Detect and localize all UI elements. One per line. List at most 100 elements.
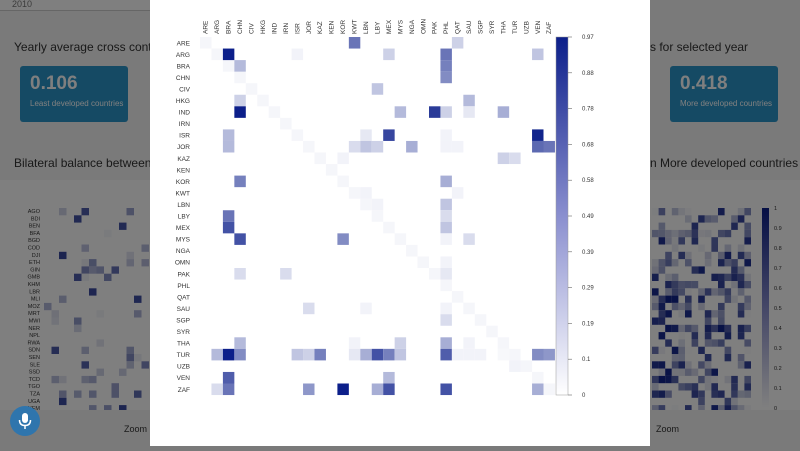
heatmap-cell[interactable]	[532, 383, 544, 396]
heatmap-cell[interactable]	[234, 337, 246, 349]
heatmap-cell[interactable]	[222, 371, 235, 384]
heatmap-cell[interactable]	[371, 140, 384, 153]
heatmap-cell[interactable]	[222, 210, 235, 222]
heatmap-cell[interactable]	[440, 233, 452, 245]
heatmap-cell[interactable]	[429, 106, 441, 118]
heatmap-cell[interactable]	[360, 140, 372, 153]
heatmap-cell[interactable]	[348, 348, 361, 361]
heatmap-cell-diagonal[interactable]	[303, 140, 315, 153]
heatmap-cell[interactable]	[440, 348, 452, 361]
heatmap-cell[interactable]	[314, 348, 326, 361]
heatmap-cell[interactable]	[440, 314, 452, 326]
heatmap-cell-diagonal[interactable]	[257, 94, 269, 107]
heatmap-cell[interactable]	[394, 337, 407, 349]
heatmap-cell[interactable]	[440, 175, 452, 188]
heatmap-cell[interactable]	[222, 129, 235, 141]
heatmap-cell[interactable]	[371, 348, 384, 361]
heatmap-cell[interactable]	[532, 48, 544, 61]
heatmap-cell[interactable]	[234, 268, 246, 280]
heatmap-cell[interactable]	[440, 198, 452, 211]
heatmap-cell[interactable]	[337, 233, 349, 245]
heatmap-cell[interactable]	[440, 383, 452, 396]
heatmap-cell-diagonal[interactable]	[429, 268, 441, 280]
heatmap-cell[interactable]	[440, 256, 452, 268]
heatmap-cell[interactable]	[303, 348, 315, 361]
heatmap-cell[interactable]	[371, 83, 384, 95]
heatmap-cell[interactable]	[360, 187, 372, 199]
heatmap-cell-diagonal[interactable]	[268, 106, 281, 118]
heatmap-cell-diagonal[interactable]	[451, 291, 464, 303]
heatmap-cell[interactable]	[497, 348, 510, 361]
heatmap-cell-diagonal[interactable]	[463, 302, 475, 315]
heatmap-cell-diagonal[interactable]	[291, 129, 304, 141]
heatmap-cell[interactable]	[463, 94, 475, 107]
heatmap-cell-diagonal[interactable]	[406, 244, 418, 257]
heatmap-cell-diagonal[interactable]	[371, 210, 384, 222]
heatmap-cell[interactable]	[440, 210, 452, 222]
heatmap-cell-diagonal[interactable]	[497, 337, 510, 349]
heatmap-cell[interactable]	[451, 348, 464, 361]
heatmap-cell[interactable]	[440, 140, 452, 153]
heatmap-cell[interactable]	[440, 337, 452, 349]
microphone-button[interactable]	[10, 406, 40, 436]
heatmap-cell[interactable]	[234, 348, 246, 361]
heatmap-cell-diagonal[interactable]	[474, 314, 487, 326]
heatmap-cell[interactable]	[383, 383, 395, 396]
heatmap-cell[interactable]	[543, 140, 555, 153]
heatmap-cell[interactable]	[440, 302, 452, 315]
heatmap-cell[interactable]	[451, 37, 464, 49]
heatmap-cell[interactable]	[394, 106, 407, 118]
heatmap-cell-diagonal[interactable]	[337, 175, 349, 188]
heatmap-cell[interactable]	[497, 152, 510, 165]
heatmap-cell[interactable]	[222, 383, 235, 396]
heatmap-cell-diagonal[interactable]	[440, 279, 452, 292]
heatmap-cell[interactable]	[234, 60, 246, 72]
heatmap-cell-diagonal[interactable]	[211, 48, 223, 61]
heatmap-cell-diagonal[interactable]	[520, 360, 533, 372]
heatmap-cell[interactable]	[394, 348, 407, 361]
heatmap-cell[interactable]	[383, 129, 395, 141]
heatmap-cell-diagonal[interactable]	[200, 37, 212, 49]
heatmap-cell[interactable]	[222, 348, 235, 361]
heatmap-cell[interactable]	[474, 348, 487, 361]
heatmap-cell-diagonal[interactable]	[222, 60, 235, 72]
heatmap-cell[interactable]	[371, 383, 384, 396]
heatmap-cell-diagonal[interactable]	[348, 187, 361, 199]
heatmap-cell[interactable]	[440, 60, 452, 72]
heatmap-cell-diagonal[interactable]	[360, 198, 372, 211]
heatmap-cell[interactable]	[463, 348, 475, 361]
heatmap-cell-diagonal[interactable]	[314, 152, 326, 165]
heatmap-cell-diagonal[interactable]	[234, 71, 246, 84]
heatmap-cell[interactable]	[360, 348, 372, 361]
heatmap-cell[interactable]	[509, 360, 521, 372]
heatmap-cell[interactable]	[348, 337, 361, 349]
heatmap-cell[interactable]	[280, 268, 292, 280]
heatmap-cell[interactable]	[383, 48, 395, 61]
heatmap-cell[interactable]	[348, 37, 361, 49]
heatmap-cell[interactable]	[440, 71, 452, 84]
heatmap-cell[interactable]	[291, 348, 304, 361]
heatmap-cell[interactable]	[360, 302, 372, 315]
heatmap-cell[interactable]	[509, 152, 521, 165]
heatmap-cell[interactable]	[463, 337, 475, 349]
heatmap-cell[interactable]	[406, 140, 418, 153]
heatmap-cell[interactable]	[451, 187, 464, 199]
heatmap-cell[interactable]	[234, 233, 246, 245]
heatmap-cell[interactable]	[497, 106, 510, 118]
heatmap-cell-diagonal[interactable]	[509, 348, 521, 361]
heatmap-cell[interactable]	[532, 129, 544, 141]
heatmap-cell[interactable]	[383, 348, 395, 361]
heatmap-cell-diagonal[interactable]	[532, 371, 544, 384]
heatmap-cell[interactable]	[222, 140, 235, 153]
heatmap-cell[interactable]	[337, 383, 349, 396]
heatmap-cell[interactable]	[543, 348, 555, 361]
heatmap-cell[interactable]	[440, 268, 452, 280]
heatmap-cell-diagonal[interactable]	[486, 325, 498, 338]
heatmap-cell[interactable]	[348, 140, 361, 153]
heatmap-cell[interactable]	[532, 140, 544, 153]
heatmap-cell[interactable]	[440, 48, 452, 61]
heatmap-cell-diagonal[interactable]	[417, 256, 429, 268]
heatmap-cell[interactable]	[211, 348, 223, 361]
heatmap-cell[interactable]	[451, 140, 464, 153]
heatmap-cell[interactable]	[371, 198, 384, 211]
